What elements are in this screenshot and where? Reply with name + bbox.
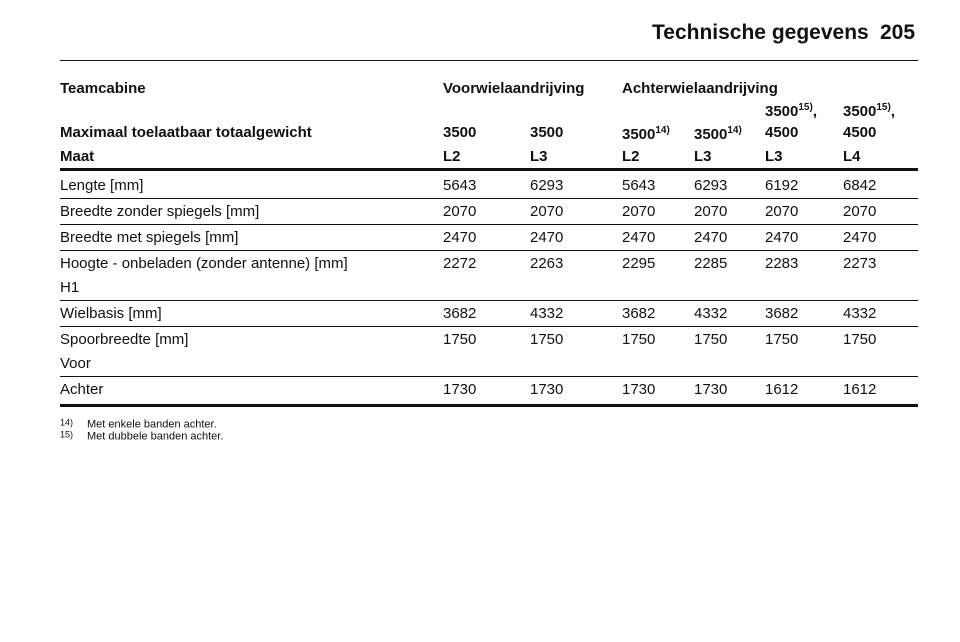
page-number: 205 (880, 21, 916, 44)
table-rule (60, 326, 918, 327)
cell: 1750 (622, 331, 656, 348)
row-label: Breedte zonder spiegels [mm] (60, 203, 260, 220)
cell: 5643 (443, 177, 477, 194)
size-cell: L3 (694, 148, 712, 165)
size-cell: L2 (443, 148, 461, 165)
size-cell: L3 (765, 148, 783, 165)
cell: 3682 (765, 305, 799, 322)
cell: 2273 (843, 255, 877, 272)
row-label: Hoogte - onbeladen (zonder antenne) [mm] (60, 255, 348, 272)
group-header: Achterwielaandrijving (622, 80, 778, 97)
cell: 3682 (622, 305, 656, 322)
cell: 2283 (765, 255, 799, 272)
footnote-ref: 15) (876, 102, 891, 113)
footnote-text: Met enkele banden achter. (87, 418, 217, 431)
cell: 1612 (843, 381, 877, 398)
weight-cell: 4500 (765, 124, 799, 141)
weight-cell: 350014) (694, 122, 742, 144)
cell: 2285 (694, 255, 728, 272)
row-label: Spoorbreedte [mm] (60, 331, 189, 348)
group-header: Voorwielaandrijving (443, 80, 585, 97)
cell: 1730 (694, 381, 728, 398)
footnote-ref: 14) (727, 125, 742, 136)
cell: 1750 (765, 331, 799, 348)
footnote-text: Met dubbele banden achter. (87, 430, 224, 443)
cell: 2470 (443, 229, 477, 246)
header-rule (60, 60, 918, 61)
weight-cell: 3500 (530, 124, 563, 142)
cell: 5643 (622, 177, 656, 194)
cell: 6192 (765, 177, 799, 194)
cell: 2263 (530, 255, 564, 272)
weight-cell: 350015), (765, 99, 817, 121)
cell: 2070 (765, 203, 799, 220)
cell: 4332 (694, 305, 728, 322)
weight-cell: 350014) (622, 122, 670, 144)
cell: 4332 (530, 305, 564, 322)
cell: 1730 (443, 381, 477, 398)
cell-text: 3500 (443, 124, 477, 141)
cell: 2272 (443, 255, 477, 272)
cell: 1730 (622, 381, 656, 398)
cell: 2470 (765, 229, 799, 246)
weight-cell: 3500 (443, 124, 476, 142)
table-rule (60, 250, 918, 251)
cell: 1612 (765, 381, 799, 398)
cell: 2470 (843, 229, 877, 246)
size-cell: L4 (843, 148, 861, 165)
size-cell: L2 (622, 148, 640, 165)
cell: 2070 (622, 203, 656, 220)
table-rule (60, 376, 918, 377)
cell-suffix: , (890, 103, 895, 120)
cell: 2470 (530, 229, 564, 246)
row-label: Maat (60, 148, 95, 165)
table-rule (60, 224, 918, 225)
cell: 3682 (443, 305, 477, 322)
row-label: Wielbasis [mm] (60, 305, 162, 322)
row-label: Achter (60, 381, 104, 398)
row-label: Lengte [mm] (60, 177, 144, 194)
cell-text: 3500 (622, 126, 656, 143)
cell: 6293 (530, 177, 564, 194)
row-sublabel: Voor (60, 355, 91, 372)
row-sublabel: H1 (60, 279, 80, 296)
cell: 1730 (530, 381, 564, 398)
cell-suffix: , (812, 103, 817, 120)
weight-cell: 4500 (843, 124, 877, 141)
cell: 1750 (530, 331, 564, 348)
cell-text: 3500 (843, 103, 877, 120)
cell: 6842 (843, 177, 877, 194)
footnote-ref: 15) (798, 102, 813, 113)
cell: 2295 (622, 255, 656, 272)
cell: 6293 (694, 177, 728, 194)
cell: 4332 (843, 305, 877, 322)
footnote-ref: 14) (655, 125, 670, 136)
cell: 2070 (694, 203, 728, 220)
cell-text: 3500 (765, 103, 799, 120)
weight-cell: 350015), (843, 99, 895, 121)
table-rule (60, 168, 918, 171)
table-rule (60, 198, 918, 199)
row-label: Maximaal toelaatbaar totaalgewicht (60, 124, 312, 141)
footnote-mark: 15) (60, 429, 74, 440)
cell-text: 3500 (694, 126, 728, 143)
cell: 1750 (843, 331, 877, 348)
cell: 1750 (694, 331, 728, 348)
cell: 1750 (443, 331, 477, 348)
table-rule (60, 404, 918, 407)
cell: 2070 (443, 203, 477, 220)
group-label: Teamcabine (60, 80, 146, 97)
footnote-mark: 14) (60, 417, 74, 428)
page-title: Technische gegevens (652, 21, 869, 44)
table-rule (60, 300, 918, 301)
size-cell: L3 (530, 148, 548, 165)
cell: 2470 (694, 229, 728, 246)
cell: 2070 (843, 203, 877, 220)
cell-text: 3500 (530, 124, 564, 141)
cell: 2070 (530, 203, 564, 220)
cell: 2470 (622, 229, 656, 246)
row-label: Breedte met spiegels [mm] (60, 229, 239, 246)
